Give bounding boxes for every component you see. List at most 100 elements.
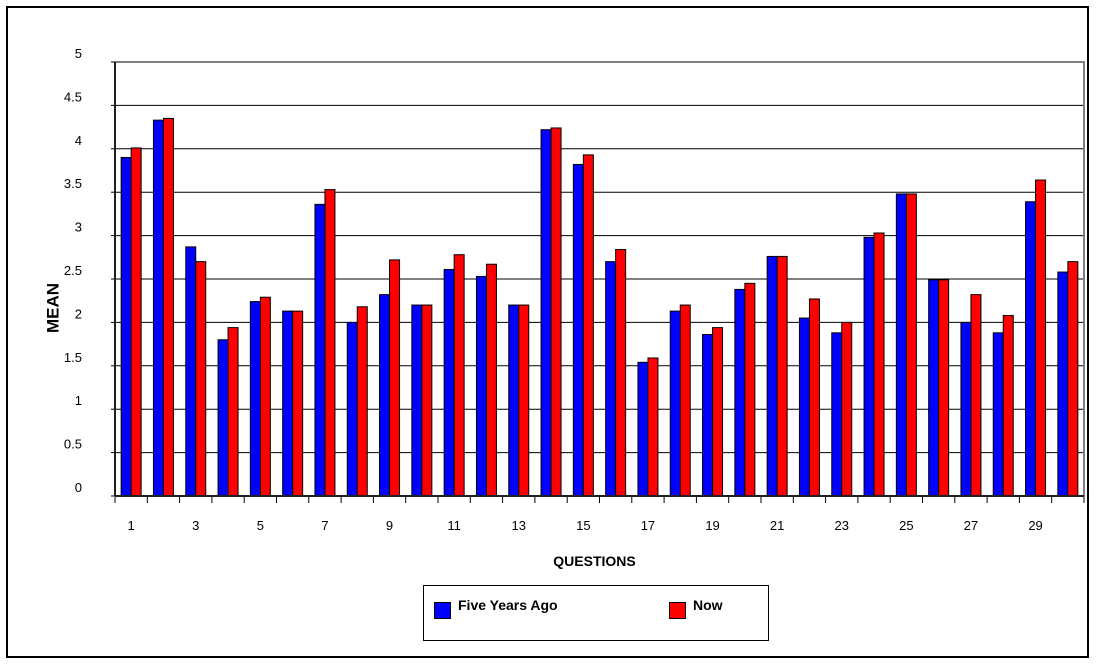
x-axis-title: QUESTIONS [553, 553, 635, 569]
bar-now-q28 [1002, 314, 1014, 497]
bar-five-years-ago-q14 [540, 129, 552, 497]
x-tick-label: 13 [512, 518, 526, 533]
bar-now-q25 [905, 193, 917, 497]
y-tick-label: 4.5 [64, 89, 82, 104]
bar-now-q6 [292, 310, 304, 497]
x-tick-label: 19 [705, 518, 719, 533]
bar-five-years-ago-q2 [152, 119, 164, 497]
y-tick-label: 3.5 [64, 176, 82, 191]
bar-now-q12 [485, 263, 497, 497]
bar-five-years-ago-q3 [185, 246, 197, 497]
bar-five-years-ago-q20 [734, 288, 746, 497]
bar-five-years-ago-q4 [217, 339, 229, 497]
bar-now-q4 [227, 327, 239, 497]
legend-swatch-five-years-ago [434, 602, 451, 619]
bar-now-q21 [776, 255, 788, 497]
y-axis-title: MEAN [43, 283, 62, 333]
bar-now-q29 [1035, 179, 1047, 497]
bar-five-years-ago-q30 [1057, 271, 1069, 497]
x-tick-label: 9 [386, 518, 393, 533]
x-axis-ticks: 1 3 5 7 9 11 13 15 17 19 21 23 25 27 29 [114, 496, 1085, 533]
bar-five-years-ago-q26 [928, 279, 940, 497]
bar-five-years-ago-q15 [572, 163, 584, 497]
y-tick-label: 0.5 [64, 437, 82, 452]
bar-now-q27 [970, 294, 982, 497]
y-tick-label: 2.5 [64, 263, 82, 278]
x-tick-label: 3 [192, 518, 199, 533]
x-tick-label: 29 [1028, 518, 1042, 533]
bar-now-q16 [615, 248, 627, 497]
bar-now-q3 [195, 261, 207, 497]
bar-five-years-ago-q6 [282, 310, 294, 497]
bar-five-years-ago-q23 [831, 332, 843, 497]
bar-now-q23 [841, 321, 853, 497]
legend-label-now: Now [693, 597, 723, 613]
bar-five-years-ago-q24 [863, 236, 875, 497]
bar-now-q19 [712, 327, 724, 497]
bar-five-years-ago-q8 [346, 321, 358, 497]
bar-now-q22 [808, 298, 820, 497]
x-tick-label: 7 [321, 518, 328, 533]
chart-frame: 0 0.5 1 1.5 2 2.5 3 3.5 4 4.5 5 1 3 5 7 9 11 13 15 17 19 21 2… [6, 6, 1089, 658]
bar-now-q10 [421, 304, 433, 497]
x-tick-label: 1 [128, 518, 135, 533]
legend: Five Years Ago Now [423, 585, 769, 641]
bar-now-q13 [518, 304, 530, 497]
bar-five-years-ago-q5 [249, 301, 261, 497]
legend-swatch-now [669, 602, 686, 619]
y-axis-ticks: 0 0.5 1 1.5 2 2.5 3 3.5 4 4.5 5 [64, 46, 115, 497]
bar-five-years-ago-q29 [1025, 201, 1037, 497]
y-tick-label: 1.5 [64, 350, 82, 365]
bar-five-years-ago-q13 [508, 304, 520, 497]
bar-five-years-ago-q11 [443, 268, 455, 497]
x-tick-label: 21 [770, 518, 784, 533]
y-tick-label: 2 [75, 306, 82, 321]
bar-five-years-ago-q27 [960, 321, 972, 497]
legend-item-now: Now [669, 597, 723, 619]
y-tick-label: 4 [75, 133, 82, 148]
bar-five-years-ago-q7 [314, 203, 326, 497]
bar-now-q24 [873, 232, 885, 497]
bar-five-years-ago-q10 [411, 304, 423, 497]
legend-label-five-years-ago: Five Years Ago [458, 597, 558, 613]
bar-five-years-ago-q16 [605, 261, 617, 497]
y-tick-label: 3 [75, 220, 82, 235]
bar-now-q1 [130, 147, 142, 497]
bar-now-q8 [356, 306, 368, 497]
x-tick-label: 27 [964, 518, 978, 533]
bar-five-years-ago-q1 [120, 156, 132, 497]
bar-now-q15 [582, 154, 594, 497]
bar-five-years-ago-q17 [637, 361, 649, 497]
bar-now-q5 [259, 296, 271, 497]
y-tick-label: 1 [75, 393, 82, 408]
bar-five-years-ago-q28 [992, 332, 1004, 497]
y-tick-label: 0 [75, 480, 82, 495]
bar-five-years-ago-q9 [379, 294, 391, 497]
bar-chart: 00.511.522.533.544.55 1 3 5 7 9 11 13 15 17 19 21 2… [43, 46, 1085, 569]
y-tick-label: 5 [75, 46, 82, 61]
bar-now-q11 [453, 254, 465, 497]
x-tick-label: 5 [257, 518, 264, 533]
x-tick-label: 15 [576, 518, 590, 533]
legend-item-five-years-ago: Five Years Ago [434, 597, 558, 619]
x-tick-label: 25 [899, 518, 913, 533]
bar-now-q17 [647, 357, 659, 497]
x-tick-label: 11 [447, 518, 461, 533]
bar-five-years-ago-q19 [702, 334, 714, 497]
bar-five-years-ago-q21 [766, 255, 778, 497]
bars [120, 117, 1079, 497]
bar-now-q9 [389, 259, 401, 497]
bar-now-q7 [324, 189, 336, 497]
bar-now-q18 [679, 304, 691, 497]
bar-now-q26 [938, 279, 950, 497]
bar-five-years-ago-q12 [475, 275, 487, 497]
x-tick-label: 17 [641, 518, 655, 533]
bar-now-q30 [1067, 261, 1079, 497]
bar-now-q2 [162, 117, 174, 497]
bar-five-years-ago-q22 [798, 317, 810, 497]
bar-five-years-ago-q25 [895, 193, 907, 497]
bar-five-years-ago-q18 [669, 310, 681, 497]
bar-now-q14 [550, 127, 562, 497]
x-tick-label: 23 [835, 518, 849, 533]
bar-now-q20 [744, 282, 756, 497]
